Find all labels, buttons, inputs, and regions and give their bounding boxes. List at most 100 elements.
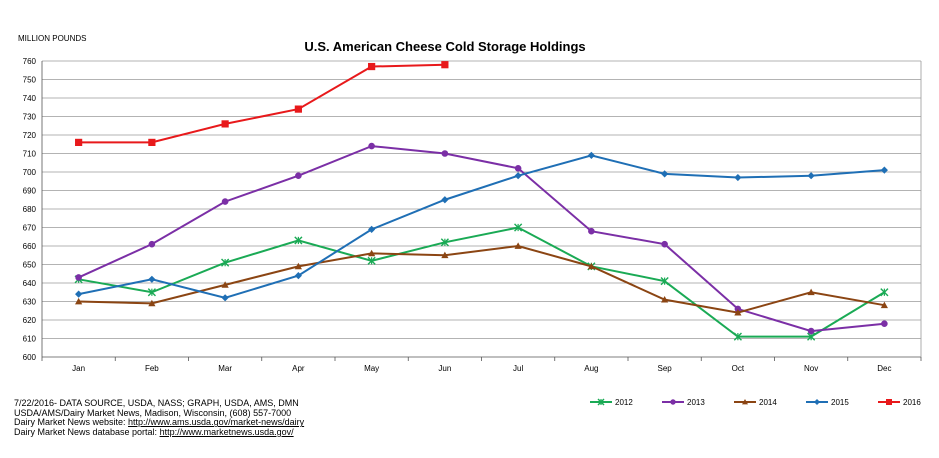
footer-website-line: Dairy Market News website: http://www.am… [14,417,305,428]
series-2012 [74,223,889,341]
chart-title: U.S. American Cheese Cold Storage Holdin… [304,39,585,54]
x-tick-label: Dec [877,364,891,373]
series-line [78,244,885,314]
x-tick-label: Mar [218,364,232,373]
data-point [294,272,302,280]
series-2013 [75,142,888,335]
footer-contact-line: USDA/AMS/Dairy Market News, Madison, Wis… [14,407,292,418]
x-tick-label: Nov [804,364,818,373]
legend: 2012 2013 2014 2015 2016 [590,398,921,407]
series-line [78,154,885,299]
y-tick-label: 700 [23,168,37,177]
data-point [368,249,376,257]
y-tick-label: 710 [23,150,37,159]
y-tick-label: 750 [23,76,37,85]
data-point [148,275,156,283]
legend-label: 2014 [759,398,777,407]
y-axis-label: MILLION POUNDS [18,34,86,43]
data-point [880,301,888,309]
x-tick-label: Apr [292,364,305,373]
y-tick-label: 640 [23,279,37,288]
data-point [880,166,888,174]
data-point [368,142,375,150]
data-point [807,288,815,296]
series [74,61,889,341]
website-link[interactable]: http://www.ams.usda.gov/market-news/dair… [128,417,305,428]
footer-website-label: Dairy Market News website: [14,417,129,428]
data-point [441,150,449,157]
data-point [807,172,815,180]
x-tick-label: Oct [732,364,745,373]
x-tick-label: Jul [513,364,523,373]
footer-portal-line: Dairy Market News database portal: http:… [14,426,304,438]
data-point [734,305,742,313]
y-tick-label: 610 [23,335,37,344]
y-tick-label: 740 [23,94,37,103]
data-point [441,61,449,69]
x-tick-label: Feb [145,364,159,373]
data-point [597,398,605,406]
y-tick-label: 720 [23,131,37,140]
data-point [587,262,595,270]
data-point [734,309,742,316]
data-point [367,256,376,265]
data-point [75,138,83,146]
data-point [75,297,83,305]
data-point [294,105,302,113]
y-tick-label: 680 [23,205,37,214]
series-line [78,63,445,144]
data-point [147,288,156,297]
data-point [734,173,742,182]
data-point [814,399,820,405]
data-point [514,165,522,172]
x-tick-label: Jan [72,364,85,373]
data-point [733,332,742,341]
legend-label: 2012 [615,398,633,407]
data-point [661,240,668,248]
x-tick-label: May [364,364,379,373]
legend-item-2015: 2015 [806,398,849,407]
y-tick-label: 670 [23,224,37,233]
y-tick-label: 760 [23,57,37,66]
legend-item-2013: 2013 [662,398,705,407]
data-point [886,399,892,405]
x-tick-label: Aug [584,364,598,373]
data-point [880,288,889,297]
data-point [661,170,669,178]
legend-item-2014: 2014 [734,398,777,407]
data-point [587,151,595,159]
data-point [660,277,669,286]
data-point [294,236,303,245]
data-point [661,296,669,303]
x-tick-label: Jun [438,364,451,373]
data-point [368,62,376,71]
y-tick-label: 730 [23,113,37,122]
data-point [148,138,156,146]
data-point [294,262,302,270]
portal-link[interactable]: http://www.marketnews.usda.gov/ [159,426,294,437]
data-point [514,223,523,232]
data-point [148,240,156,248]
data-point [148,299,156,307]
data-point [221,258,230,267]
data-point [441,251,449,259]
series-2014 [75,242,888,316]
x-tick-labels: Jan Feb Mar Apr May Jun Jul Aug Sep Oct Nov Dec [72,364,891,373]
data-point [221,198,229,205]
x-tick-label: Sep [658,364,673,373]
data-point [75,274,82,281]
legend-label: 2013 [687,398,705,407]
y-tick-label: 630 [23,298,37,307]
data-point [295,172,302,179]
y-tick-label: 660 [23,242,37,251]
data-point [75,290,83,298]
series-2015 [75,151,888,302]
data-point [514,242,522,249]
y-tick-label: 620 [23,316,37,325]
footer-source-line: 7/22/2016- DATA SOURCE, USDA, NASS; GRAP… [14,398,299,408]
gridlines [41,60,922,361]
footer: 7/22/2016- DATA SOURCE, USDA, NASS; GRAP… [14,398,305,438]
data-point [221,120,229,128]
data-point [441,196,449,204]
